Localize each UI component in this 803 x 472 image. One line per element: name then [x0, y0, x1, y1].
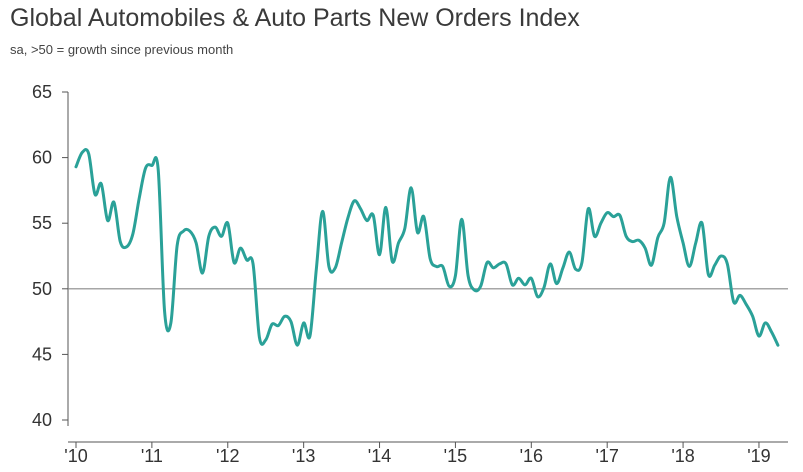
- x-tick-label: '14: [368, 446, 391, 466]
- y-tick-label: 45: [32, 344, 52, 364]
- x-tick-label: '10: [64, 446, 87, 466]
- y-axis: 40 45 50 55 60 65: [32, 82, 69, 430]
- x-tick-label: '18: [671, 446, 694, 466]
- y-tick-label: 65: [32, 82, 52, 102]
- x-tick-label: '11: [141, 446, 163, 466]
- y-tick-label: 55: [32, 213, 52, 233]
- series-line-new-orders-index: [74, 148, 780, 347]
- chart-subtitle: sa, >50 = growth since previous month: [10, 42, 234, 57]
- y-tick-label: 40: [32, 410, 52, 430]
- x-tick-label: '12: [216, 446, 239, 466]
- plot-area: [68, 148, 788, 347]
- chart-title: Global Automobiles & Auto Parts New Orde…: [10, 4, 580, 32]
- x-tick-label: '17: [595, 446, 618, 466]
- x-tick-label: '13: [292, 446, 315, 466]
- y-tick-label: 50: [32, 279, 52, 299]
- x-axis: '10 '11 '12 '13 '14 '15 '16 '17 '18 '19: [64, 441, 788, 466]
- x-tick-label: '15: [444, 446, 467, 466]
- y-tick-label: 60: [32, 148, 52, 168]
- x-tick-label: '16: [520, 446, 543, 466]
- x-tick-label: '19: [747, 446, 770, 466]
